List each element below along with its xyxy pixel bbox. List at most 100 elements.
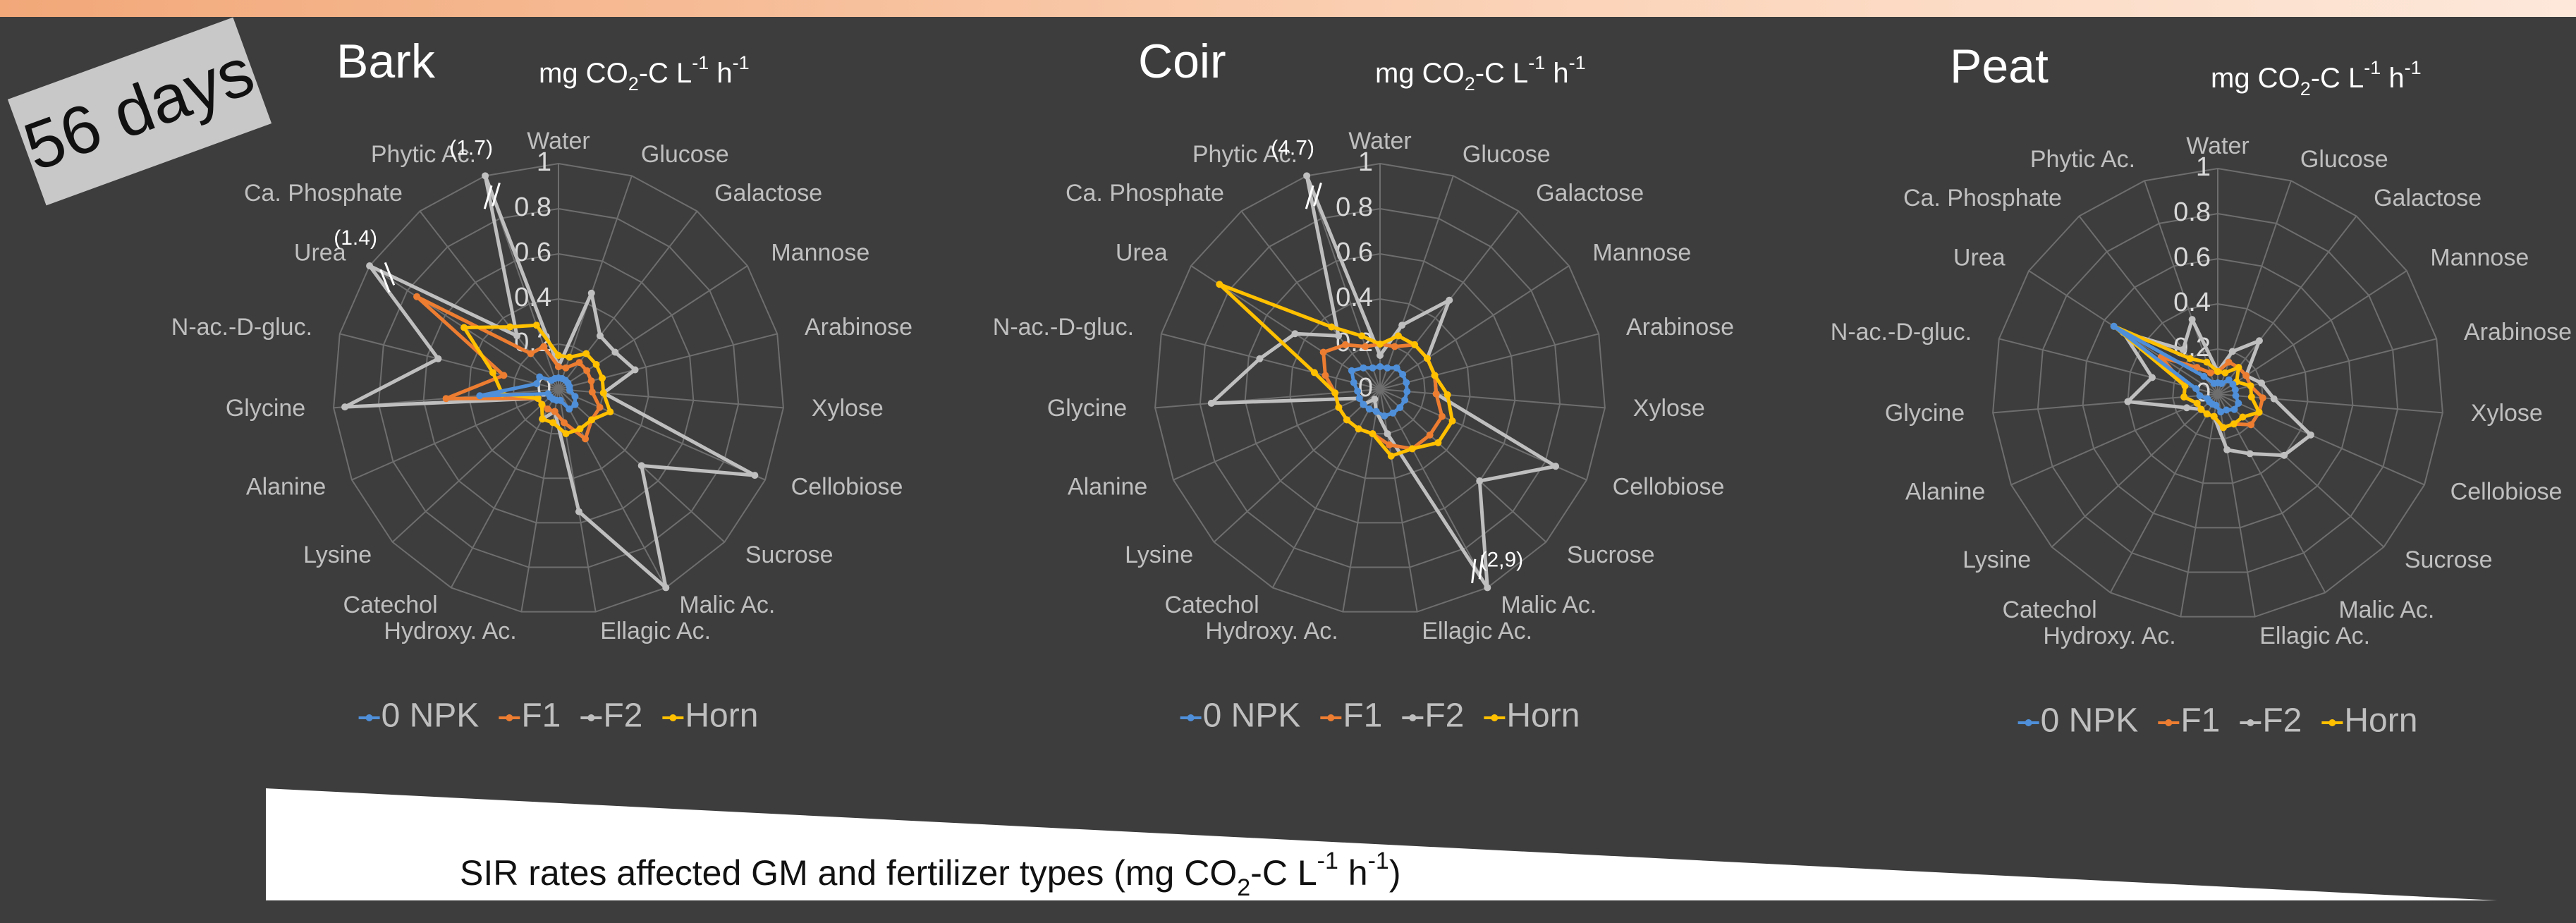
series-marker bbox=[1321, 372, 1329, 379]
unit-part: h bbox=[709, 58, 732, 89]
series-marker bbox=[1369, 364, 1376, 372]
series-marker bbox=[1376, 352, 1384, 359]
series-marker bbox=[2235, 399, 2242, 407]
series-marker bbox=[599, 389, 607, 397]
series-marker bbox=[1360, 364, 1367, 372]
spoke bbox=[558, 389, 783, 409]
series-marker bbox=[476, 392, 484, 400]
series-marker bbox=[596, 403, 604, 411]
category-label: Cellobiose bbox=[1613, 474, 1725, 501]
series-marker bbox=[631, 366, 639, 374]
series-marker bbox=[1391, 343, 1398, 350]
series-marker bbox=[1343, 416, 1350, 424]
annotation: (1.4) bbox=[334, 226, 377, 250]
series-marker bbox=[583, 367, 591, 374]
series-marker bbox=[1355, 425, 1362, 433]
chart-title: Coir bbox=[1138, 35, 1226, 88]
series-marker bbox=[2210, 379, 2218, 387]
badge-box bbox=[7, 17, 272, 206]
series-marker bbox=[2179, 346, 2187, 353]
legend-dot bbox=[587, 714, 595, 721]
series-marker bbox=[2110, 322, 2118, 330]
category-label: Glucose bbox=[1463, 141, 1551, 168]
series-marker bbox=[2218, 379, 2226, 387]
series-marker bbox=[555, 352, 562, 359]
series-marker bbox=[2210, 412, 2218, 420]
series-marker bbox=[534, 394, 542, 402]
spoke bbox=[339, 333, 559, 390]
spoke bbox=[391, 389, 559, 543]
category-label: Mannose bbox=[771, 240, 869, 267]
series-marker bbox=[527, 350, 535, 357]
series-marker bbox=[587, 289, 595, 297]
category-label: Phytic Ac. bbox=[1192, 141, 1298, 168]
legend-label: 0 NPK bbox=[2041, 702, 2139, 740]
legend-dot bbox=[2247, 719, 2254, 726]
series-marker bbox=[555, 363, 562, 370]
r-tick-label: 0.6 bbox=[2173, 243, 2211, 272]
spoke bbox=[2217, 270, 2407, 395]
series-marker bbox=[536, 373, 544, 381]
category-label: Water bbox=[527, 128, 590, 154]
category-label: Arabinose bbox=[1626, 314, 1734, 341]
r-tick-label: 0.8 bbox=[514, 192, 551, 222]
category-label: Sucrose bbox=[1567, 542, 1655, 568]
series-marker bbox=[482, 172, 489, 180]
series-marker bbox=[1376, 341, 1384, 348]
series-marker bbox=[532, 380, 540, 388]
series-marker bbox=[599, 374, 606, 382]
unit-part: -1 bbox=[2364, 57, 2381, 78]
series-line bbox=[2121, 317, 2313, 458]
series-marker bbox=[1398, 322, 1406, 329]
series-marker bbox=[442, 395, 450, 403]
unit-part: -C L bbox=[1475, 58, 1529, 89]
r-tick-label: 0 bbox=[1358, 373, 1373, 403]
series-marker bbox=[1446, 296, 1453, 304]
annotation: (4.7) bbox=[1271, 136, 1314, 159]
unit-part: mg CO bbox=[2211, 63, 2300, 94]
series-marker bbox=[662, 584, 670, 592]
unit-part: -1 bbox=[1569, 52, 1586, 73]
category-label: Malic Ac. bbox=[1501, 592, 1597, 618]
series-marker bbox=[1256, 355, 1264, 362]
series-marker bbox=[1216, 281, 1223, 288]
series-marker bbox=[1371, 396, 1379, 403]
series-marker bbox=[1484, 584, 1491, 592]
series-marker bbox=[2183, 404, 2191, 412]
series-marker bbox=[2223, 446, 2231, 453]
series-marker bbox=[506, 323, 514, 331]
grid-ring bbox=[1334, 343, 1426, 435]
series-marker bbox=[1443, 391, 1451, 398]
series-marker bbox=[2307, 431, 2314, 439]
grid-ring bbox=[1992, 167, 2443, 618]
series-marker bbox=[1381, 412, 1388, 420]
legend-dot bbox=[2328, 719, 2336, 726]
spoke bbox=[520, 389, 559, 612]
chart-title: Bark bbox=[336, 35, 436, 88]
series-marker bbox=[566, 386, 573, 394]
category-label: Ellagic Ac. bbox=[1422, 618, 1532, 644]
unit-part: -1 bbox=[1528, 52, 1545, 73]
series-marker bbox=[513, 332, 521, 340]
category-label: Hydroxy. Ac. bbox=[2043, 623, 2175, 649]
category-label: Lysine bbox=[1125, 542, 1193, 568]
series-marker bbox=[2225, 358, 2233, 366]
series-marker bbox=[1310, 369, 1318, 377]
series-marker bbox=[566, 353, 573, 361]
category-label: Glycine bbox=[226, 395, 305, 422]
series-marker bbox=[2247, 382, 2254, 390]
category-label: Malic Ac. bbox=[2338, 597, 2434, 623]
legend-label: Horn bbox=[685, 697, 758, 735]
series-marker bbox=[2192, 385, 2199, 393]
axis-break bbox=[492, 182, 501, 207]
category-label: Xylose bbox=[1633, 395, 1705, 422]
series-marker bbox=[751, 472, 759, 479]
series-marker bbox=[562, 364, 570, 372]
legend-label: 0 NPK bbox=[1203, 697, 1301, 735]
spoke bbox=[351, 389, 559, 481]
series-marker bbox=[1335, 403, 1343, 411]
category-label: Ellagic Ac. bbox=[600, 618, 711, 644]
series-marker bbox=[1303, 172, 1311, 180]
category-label: Glucose bbox=[641, 141, 729, 168]
series-line bbox=[1209, 173, 1558, 589]
